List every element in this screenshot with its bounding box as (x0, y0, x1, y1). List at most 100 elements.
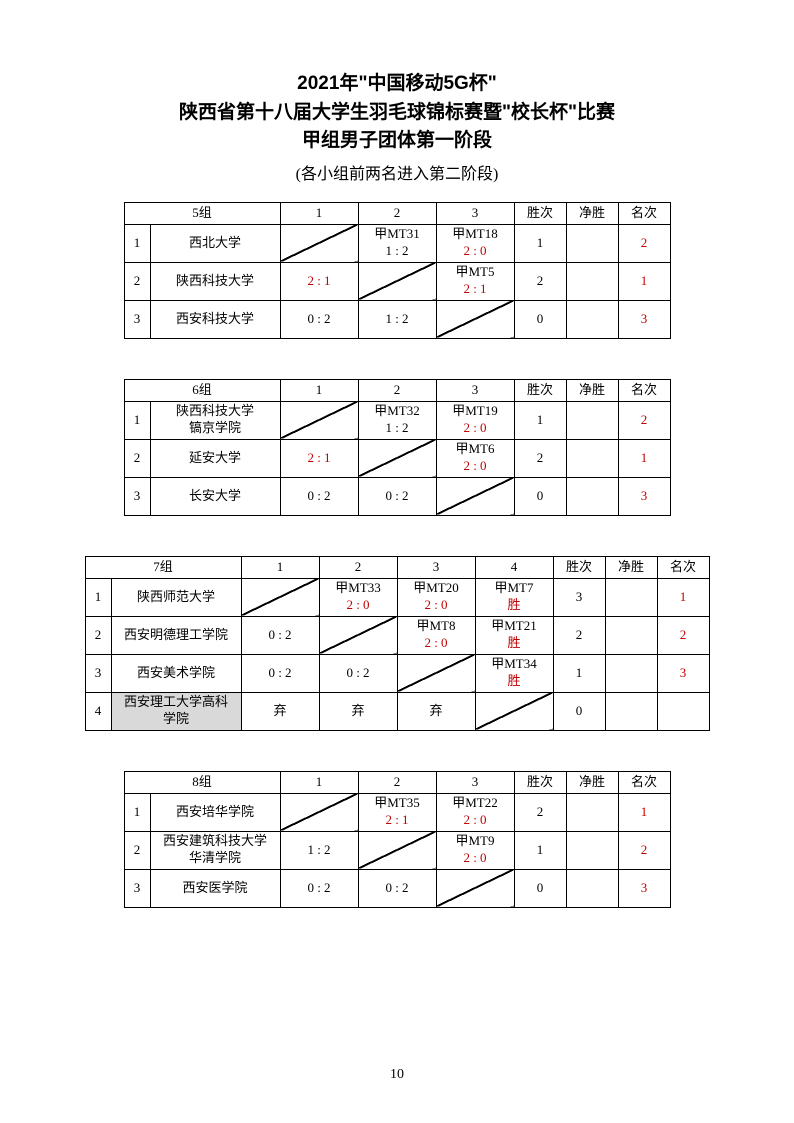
row-index: 1 (85, 578, 111, 616)
diagonal-cell (280, 793, 358, 831)
net-header: 净胜 (566, 379, 618, 401)
rank-cell: 2 (618, 224, 670, 262)
row-index: 2 (124, 439, 150, 477)
col-header-num: 1 (280, 379, 358, 401)
row-index: 4 (85, 692, 111, 730)
team-name: 西安科技大学 (150, 300, 280, 338)
diagonal-cell (397, 654, 475, 692)
wins-cell: 0 (514, 477, 566, 515)
col-header-num: 3 (436, 379, 514, 401)
rank-cell: 3 (618, 869, 670, 907)
col-header-num: 1 (241, 556, 319, 578)
rank-header: 名次 (657, 556, 709, 578)
title-line-1: 2021年"中国移动5G杯" (70, 70, 724, 99)
group-label: 5组 (124, 202, 280, 224)
rank-header: 名次 (618, 771, 670, 793)
rank-cell: 1 (618, 439, 670, 477)
diagonal-cell (436, 869, 514, 907)
net-header: 净胜 (566, 771, 618, 793)
wins-cell: 2 (553, 616, 605, 654)
col-header-num: 2 (358, 771, 436, 793)
score-cell: 弃 (241, 692, 319, 730)
net-cell (605, 692, 657, 730)
wins-cell: 2 (514, 439, 566, 477)
match-cell: 甲MT82 : 0 (397, 616, 475, 654)
team-name: 西安培华学院 (150, 793, 280, 831)
team-name: 陕西科技大学镐京学院 (150, 401, 280, 439)
diagonal-cell (475, 692, 553, 730)
rank-cell: 2 (618, 831, 670, 869)
match-cell: 甲MT7胜 (475, 578, 553, 616)
group-table: 7组1234胜次净胜名次1陕西师范大学甲MT332 : 0甲MT202 : 0甲… (85, 556, 710, 731)
team-name: 长安大学 (150, 477, 280, 515)
rank-cell: 3 (657, 654, 709, 692)
wins-cell: 1 (514, 224, 566, 262)
net-cell (566, 401, 618, 439)
rank-cell: 3 (618, 477, 670, 515)
diagonal-cell (280, 224, 358, 262)
score-cell: 0 : 2 (280, 869, 358, 907)
group-label: 8组 (124, 771, 280, 793)
diagonal-cell (436, 477, 514, 515)
match-cell: 甲MT222 : 0 (436, 793, 514, 831)
group-table: 8组123胜次净胜名次1西安培华学院甲MT352 : 1甲MT222 : 021… (124, 771, 671, 908)
wins-header: 胜次 (514, 202, 566, 224)
diagonal-cell (358, 262, 436, 300)
net-cell (566, 262, 618, 300)
net-header: 净胜 (605, 556, 657, 578)
team-name: 西安美术学院 (111, 654, 241, 692)
team-name: 延安大学 (150, 439, 280, 477)
match-cell: 甲MT34胜 (475, 654, 553, 692)
col-header-num: 2 (319, 556, 397, 578)
diagonal-cell (358, 439, 436, 477)
row-index: 2 (124, 262, 150, 300)
col-header-num: 1 (280, 771, 358, 793)
row-index: 3 (124, 477, 150, 515)
rank-cell (657, 692, 709, 730)
score-cell: 弃 (397, 692, 475, 730)
rank-cell: 1 (657, 578, 709, 616)
wins-cell: 2 (514, 262, 566, 300)
net-cell (566, 439, 618, 477)
wins-cell: 1 (514, 401, 566, 439)
score-cell: 1 : 2 (280, 831, 358, 869)
wins-header: 胜次 (514, 771, 566, 793)
score-cell: 2 : 1 (280, 262, 358, 300)
score-cell: 0 : 2 (280, 477, 358, 515)
net-cell (566, 869, 618, 907)
net-cell (566, 224, 618, 262)
rank-cell: 3 (618, 300, 670, 338)
row-index: 1 (124, 793, 150, 831)
team-name: 西安医学院 (150, 869, 280, 907)
score-cell: 0 : 2 (241, 654, 319, 692)
rank-header: 名次 (618, 379, 670, 401)
diagonal-cell (358, 831, 436, 869)
row-index: 3 (124, 300, 150, 338)
team-name: 陕西师范大学 (111, 578, 241, 616)
match-cell: 甲MT52 : 1 (436, 262, 514, 300)
net-header: 净胜 (566, 202, 618, 224)
score-cell: 0 : 2 (241, 616, 319, 654)
match-cell: 甲MT21胜 (475, 616, 553, 654)
diagonal-cell (241, 578, 319, 616)
page-number: 10 (0, 1067, 794, 1083)
col-header-num: 2 (358, 202, 436, 224)
match-cell: 甲MT182 : 0 (436, 224, 514, 262)
rank-cell: 1 (618, 793, 670, 831)
score-cell: 1 : 2 (358, 300, 436, 338)
wins-cell: 0 (553, 692, 605, 730)
wins-cell: 3 (553, 578, 605, 616)
net-cell (566, 793, 618, 831)
net-cell (566, 831, 618, 869)
team-name: 西北大学 (150, 224, 280, 262)
title-block: 2021年"中国移动5G杯" 陕西省第十八届大学生羽毛球锦标赛暨"校长杯"比赛 … (70, 70, 724, 184)
match-cell: 甲MT321 : 2 (358, 401, 436, 439)
score-cell: 0 : 2 (358, 869, 436, 907)
row-index: 1 (124, 401, 150, 439)
wins-header: 胜次 (514, 379, 566, 401)
score-cell: 2 : 1 (280, 439, 358, 477)
wins-cell: 1 (553, 654, 605, 692)
score-cell: 0 : 2 (358, 477, 436, 515)
wins-cell: 0 (514, 869, 566, 907)
col-header-num: 3 (436, 771, 514, 793)
